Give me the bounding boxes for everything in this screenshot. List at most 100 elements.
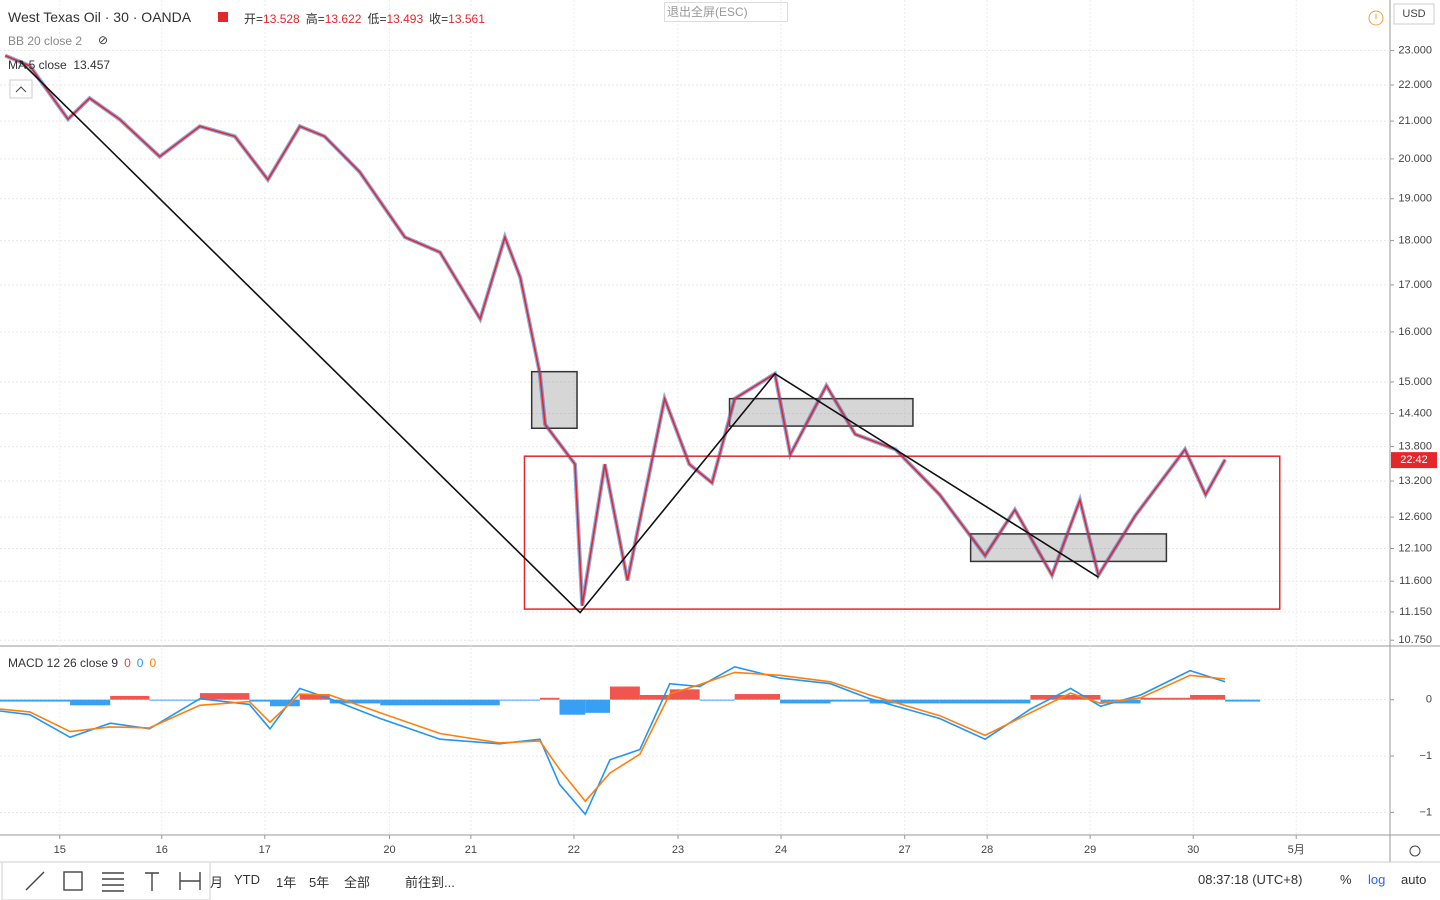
range-button[interactable]: 1年 — [276, 875, 297, 890]
trend-line-tool[interactable] — [25, 871, 45, 891]
y-tick-label: 17.000 — [1398, 279, 1432, 291]
x-tick-label: 17 — [259, 844, 271, 856]
log-toggle[interactable]: log — [1368, 872, 1386, 887]
zone-box — [530, 370, 578, 430]
clock: 08:37:18 (UTC+8) — [1198, 872, 1303, 887]
histogram-bar — [1190, 694, 1226, 700]
y-tick-label: 13.800 — [1398, 440, 1432, 452]
ohlc-value: 13.561 — [448, 12, 485, 26]
y-tick-label: −1 — [1419, 750, 1432, 762]
goto-button[interactable]: 前往到... — [405, 875, 455, 890]
histogram-bar — [1030, 694, 1071, 700]
histogram-bar — [499, 699, 540, 701]
histogram-bar — [380, 699, 440, 706]
y-tick-label: 10.750 — [1398, 634, 1432, 646]
y-tick-label: 11.600 — [1399, 575, 1432, 587]
histogram-bar — [70, 699, 111, 706]
flag — [218, 12, 228, 22]
currency: USD — [1402, 8, 1425, 20]
y-tick-label: 15.000 — [1398, 376, 1432, 388]
y-tick-label: 20.000 — [1398, 153, 1432, 165]
histogram-bar — [329, 699, 381, 704]
visibility-icon[interactable]: ⊘ — [98, 33, 109, 47]
histogram-bar — [639, 694, 670, 700]
price-underlay — [4, 53, 1227, 607]
drawing-tools — [1, 861, 211, 900]
settings-icon[interactable] — [1409, 845, 1421, 857]
histogram-bar — [734, 694, 781, 700]
countdown: 22:42 — [1400, 454, 1428, 466]
ma-label: MA 5 close — [8, 58, 67, 72]
exit-fullscreen[interactable]: 退出全屏(ESC) — [664, 2, 788, 22]
range-button[interactable]: 月 — [210, 875, 224, 890]
histogram-bar — [269, 699, 300, 707]
y-tick-label: 16.000 — [1398, 326, 1432, 338]
x-tick-label: 22 — [568, 844, 580, 856]
y-tick-label: 19.000 — [1398, 193, 1432, 205]
y-tick-label: 12.600 — [1398, 511, 1432, 523]
x-tick-label: 30 — [1187, 844, 1199, 856]
ohlc-value: 13.528 — [263, 12, 300, 26]
measure-tool[interactable] — [179, 872, 201, 890]
histogram-bar — [110, 695, 150, 700]
auto-toggle[interactable]: auto — [1401, 872, 1427, 887]
histogram-bar — [439, 699, 500, 706]
histogram-bar — [249, 699, 270, 702]
histogram-bar — [1100, 699, 1141, 704]
y-tick-label: 14.400 — [1398, 407, 1432, 419]
histogram-bar — [559, 699, 586, 715]
y-tick-label: −1 — [1419, 806, 1432, 818]
zone-box — [969, 533, 1168, 563]
histogram-bar — [830, 699, 870, 702]
x-tick-label: 24 — [775, 844, 787, 856]
rectangle-tool[interactable] — [63, 871, 83, 891]
series-line — [0, 671, 1226, 803]
x-tick-label: 15 — [54, 844, 66, 856]
ohlc-label: 低= — [367, 12, 387, 26]
alert-icon[interactable] — [1368, 10, 1384, 26]
range-button[interactable]: YTD — [234, 872, 260, 887]
y-tick-label: 13.200 — [1398, 475, 1432, 487]
x-tick-label: 21 — [465, 844, 477, 856]
histogram-bar — [1225, 699, 1261, 702]
x-tick-label: 23 — [672, 844, 684, 856]
histogram-bar — [985, 699, 1031, 704]
collapse-button[interactable] — [9, 79, 33, 99]
tool-panel — [1, 861, 211, 900]
bb-indicator: BB 20 close 2 — [8, 34, 83, 48]
histogram-bar — [869, 699, 940, 704]
ma-value: 13.457 — [73, 58, 111, 72]
x-tick-label: 27 — [899, 844, 911, 856]
histogram-bar — [780, 699, 831, 704]
y-tick-label: 18.000 — [1398, 234, 1432, 246]
price-badge — [1391, 452, 1437, 469]
histogram-bar — [939, 699, 986, 704]
ohlc-value: 13.493 — [386, 12, 424, 26]
currency-box — [1393, 3, 1435, 25]
text-tool[interactable] — [145, 872, 159, 891]
ohlc: 开=13.528 高=13.622 低=13.493 收=13.561 — [244, 10, 491, 27]
ohlc-value: 13.622 — [324, 12, 362, 26]
series-line — [19, 60, 1099, 614]
histogram-bar — [0, 699, 30, 702]
histogram-bar — [149, 699, 200, 701]
x-tick-label: 5月 — [1288, 844, 1305, 856]
y-tick-label: 21.000 — [1398, 115, 1432, 127]
histogram-bar — [29, 699, 71, 702]
range-button[interactable]: 全部 — [344, 875, 371, 890]
histogram-bar — [585, 699, 610, 713]
y-tick-label: 12.100 — [1398, 542, 1432, 554]
fib-tool[interactable] — [102, 872, 124, 892]
ohlc-label: 收= — [429, 12, 449, 26]
ohlc-label: 高= — [305, 12, 325, 26]
histogram-bar — [699, 699, 735, 701]
range-button[interactable]: 5年 — [309, 875, 330, 890]
x-tick-label: 28 — [981, 844, 993, 856]
histogram-bar — [609, 686, 640, 700]
percent-toggle[interactable]: % — [1340, 872, 1352, 887]
y-tick-label: 11.150 — [1399, 606, 1432, 618]
histogram-bar — [199, 693, 250, 700]
y-tick-label: 23.000 — [1398, 44, 1432, 56]
macd-label: MACD 12 26 close 9 — [8, 656, 119, 670]
